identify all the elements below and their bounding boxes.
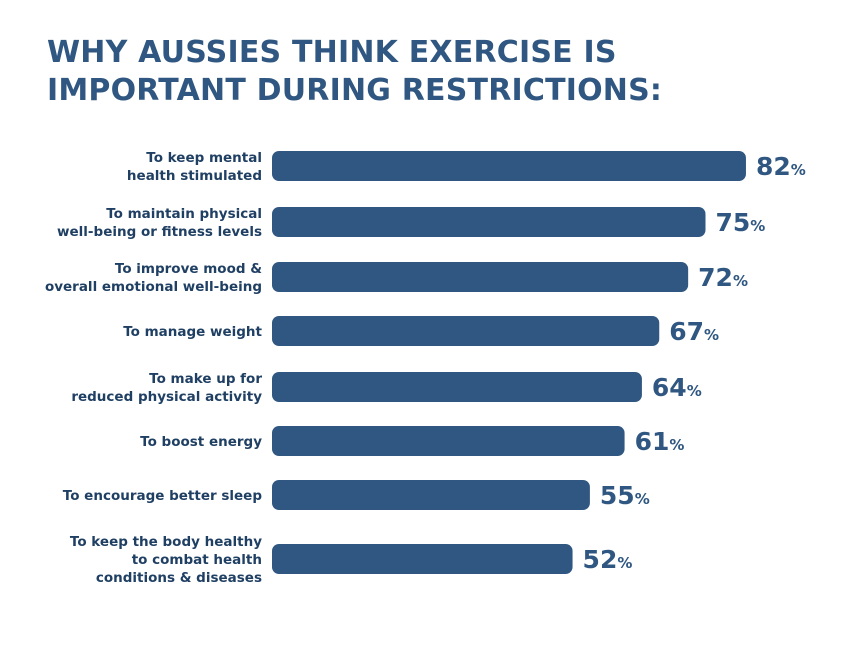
- value-label: 55%: [600, 481, 650, 510]
- bar: [272, 544, 573, 574]
- bar-group: To improve mood & overall emotional well-…: [45, 261, 748, 295]
- value-unit: %: [669, 436, 684, 454]
- value-label: 64%: [652, 373, 702, 402]
- category-label: reduced physical activity: [71, 389, 262, 405]
- bar: [272, 372, 642, 402]
- category-label: to combat health: [132, 552, 262, 568]
- bar-group: To encourage better sleep 55%: [63, 480, 650, 510]
- bar: [272, 262, 689, 292]
- value-label: 61%: [635, 427, 685, 456]
- value-unit: %: [687, 382, 702, 400]
- value-unit: %: [733, 272, 748, 290]
- value-unit: %: [617, 554, 632, 572]
- value-unit: %: [635, 490, 650, 508]
- category-label: overall emotional well-being: [45, 279, 262, 295]
- bar-group: To make up for reduced physical activity 6…: [71, 371, 701, 405]
- category-label: To boost energy: [140, 434, 262, 450]
- category-label: conditions & diseases: [96, 570, 262, 586]
- bar: [272, 480, 590, 510]
- chart-title-line-2: IMPORTANT DURING RESTRICTIONS:: [47, 73, 663, 108]
- value-unit: %: [791, 161, 806, 179]
- value-label: 67%: [669, 317, 719, 346]
- bar: [272, 207, 706, 237]
- category-label: To keep the body healthy: [70, 534, 262, 550]
- value-label: 82%: [756, 152, 806, 181]
- bar-group: To maintain physical well-being or fitnes…: [57, 206, 765, 240]
- category-label: To maintain physical: [106, 206, 262, 222]
- bar: [272, 316, 660, 346]
- bar-group: To boost energy 61%: [140, 426, 684, 456]
- bar-group: To keep the body healthy to combat health…: [70, 534, 632, 586]
- chart-title: WHY AUSSIES THINK EXERCISE IS IMPORTANT …: [47, 34, 662, 110]
- value-unit: %: [750, 217, 765, 235]
- category-label: To manage weight: [123, 324, 262, 340]
- value-unit: %: [704, 326, 719, 344]
- bar: [272, 426, 625, 456]
- category-label: well-being or fitness levels: [57, 224, 262, 240]
- category-label: health stimulated: [127, 168, 262, 184]
- bar-group: To manage weight 67%: [123, 316, 719, 346]
- chart-title-line-1: WHY AUSSIES THINK EXERCISE IS: [47, 35, 617, 70]
- value-label: 52%: [583, 545, 633, 574]
- bar: [272, 151, 746, 181]
- category-label: To encourage better sleep: [63, 488, 263, 504]
- category-label: To make up for: [149, 371, 262, 387]
- value-label: 72%: [698, 263, 748, 292]
- value-label: 75%: [716, 208, 766, 237]
- category-label: To improve mood &: [115, 261, 262, 277]
- bar-group: To keep mental health stimulated 82%: [127, 150, 806, 184]
- category-label: To keep mental: [146, 150, 262, 166]
